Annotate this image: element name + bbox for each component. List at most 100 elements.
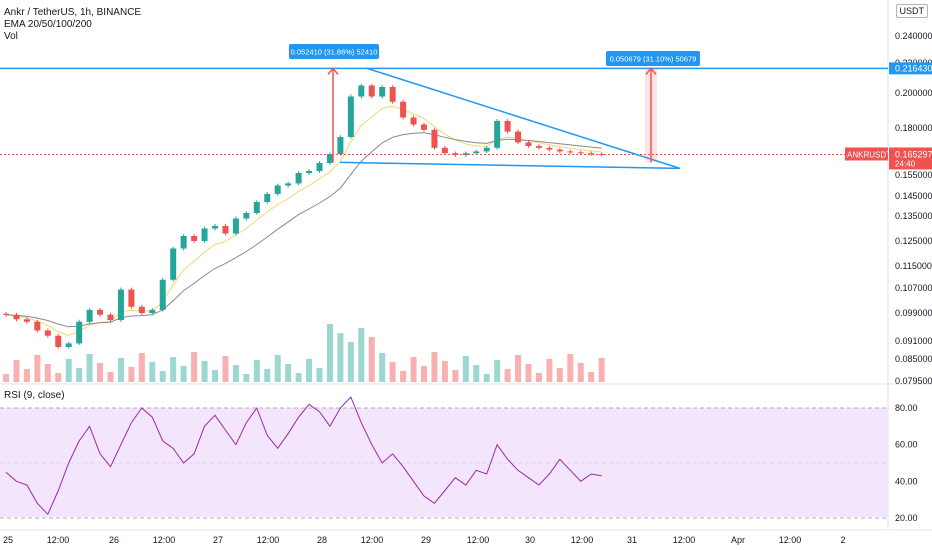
- time-tick-label: Apr: [731, 535, 745, 545]
- price-tick-label: 0.085000: [895, 354, 932, 364]
- rsi-tick-label: 80.00: [895, 403, 918, 413]
- candle-body: [421, 124, 427, 130]
- candle-body: [326, 154, 333, 163]
- time-tick-label: 12:00: [673, 535, 696, 545]
- volume-bar: [222, 356, 229, 382]
- candle-body: [55, 335, 62, 347]
- volume-bar: [159, 371, 166, 382]
- volume-bar: [577, 363, 584, 382]
- volume-legend: Vol: [4, 31, 18, 42]
- volume-bar: [358, 328, 365, 382]
- volume-bar: [400, 371, 407, 382]
- level-tag-text: 0.216430: [895, 63, 932, 73]
- price-tag-text: 0.165297: [895, 149, 932, 159]
- volume-bar: [337, 333, 344, 382]
- volume-bar: [76, 368, 83, 382]
- volume-bar: [201, 361, 208, 382]
- candle-body: [34, 321, 41, 331]
- volume-bar: [274, 355, 281, 382]
- time-tick-label: 30: [525, 535, 535, 545]
- candle-body: [264, 193, 271, 202]
- ema-lines: [5, 105, 602, 336]
- volume-bar: [117, 358, 124, 382]
- rsi-tick-label: 60.00: [895, 440, 918, 450]
- candle-body: [316, 163, 323, 171]
- time-tick-label: 27: [213, 535, 223, 545]
- volume-bar: [452, 370, 459, 382]
- candle-body: [306, 171, 313, 173]
- volume-bar: [598, 358, 605, 382]
- candle-body: [23, 319, 30, 322]
- volume-bar: [379, 353, 386, 382]
- volume-bar: [23, 369, 30, 382]
- candle-body: [170, 248, 177, 280]
- volume-bar: [285, 364, 292, 382]
- countdown-text: 24:40: [895, 159, 916, 168]
- volume-bar: [483, 374, 490, 382]
- volume-bar: [191, 352, 198, 382]
- rsi-tick-label: 20.00: [895, 513, 918, 523]
- volume-bar: [212, 370, 218, 382]
- candle-body: [337, 137, 344, 155]
- volume-bar: [441, 361, 448, 382]
- candle-body: [441, 147, 448, 154]
- currency-selector[interactable]: USDT: [895, 4, 928, 18]
- candle-body: [253, 202, 260, 213]
- price-tick-label: 0.115000: [895, 261, 932, 271]
- candle-body: [285, 183, 292, 186]
- candle-body: [3, 313, 9, 315]
- volume-bar: [515, 355, 522, 382]
- volume-bar: [86, 354, 93, 382]
- volume-bar: [473, 365, 480, 382]
- price-tag-box: [889, 147, 932, 170]
- candle-body: [577, 152, 584, 154]
- time-tick-label: 2: [840, 535, 845, 545]
- volume-bar: [44, 364, 51, 382]
- price-tick-label: 0.240000: [895, 31, 932, 41]
- time-tick-label: 25: [3, 535, 13, 545]
- ema-legend: EMA 20/50/100/200: [4, 19, 92, 30]
- volume-bar: [253, 360, 260, 382]
- volume-bar: [13, 360, 20, 382]
- time-axis: 25 12:00 26 12:00 27 12:00 28 12:00 29 12:00 30 12:…: [3, 535, 846, 545]
- candle-body: [201, 228, 208, 241]
- rsi-line: [5, 396, 602, 516]
- volume-bar: [546, 359, 553, 382]
- price-tick-label: 0.079500: [895, 376, 932, 386]
- volume-bar: [535, 373, 542, 382]
- candle-body: [494, 121, 501, 148]
- volume-bar: [431, 352, 438, 382]
- time-tick-label: 12:00: [571, 535, 594, 545]
- measure-label-box: [606, 51, 700, 66]
- volume-bar: [138, 353, 145, 382]
- volume-bar: [410, 357, 417, 382]
- candle-body: [128, 289, 135, 307]
- ema-slow-line: [5, 132, 602, 328]
- level-tag-box: [889, 62, 932, 75]
- ema-fast-line: [5, 105, 602, 336]
- volume-bar: [170, 357, 177, 382]
- price-tick-label: 0.155000: [895, 170, 932, 180]
- candle-body: [107, 314, 114, 320]
- candle-body: [567, 151, 574, 153]
- candle-body: [358, 85, 365, 97]
- measure-arrowhead-1: [327, 67, 339, 75]
- drawing-overlays: 0.052410 (31.86%) 52410 0.050679 (31.10%)…: [0, 44, 888, 170]
- candle-body: [243, 213, 250, 219]
- candle-body: [44, 330, 51, 336]
- candle-body: [431, 129, 438, 148]
- candle-body: [368, 85, 375, 97]
- time-tick-label: 31: [627, 535, 637, 545]
- candlesticks: [3, 83, 605, 349]
- time-tick-label: 12:00: [467, 535, 490, 545]
- price-tick-label: 0.135000: [895, 211, 932, 221]
- candle-body: [138, 306, 145, 313]
- rsi-band-fill: [0, 408, 888, 517]
- candle-body: [191, 236, 198, 241]
- candle-body: [389, 87, 396, 102]
- candle-body: [76, 321, 83, 344]
- volume-bar: [316, 368, 323, 382]
- candle-body: [159, 279, 166, 310]
- volume-bar: [347, 342, 354, 382]
